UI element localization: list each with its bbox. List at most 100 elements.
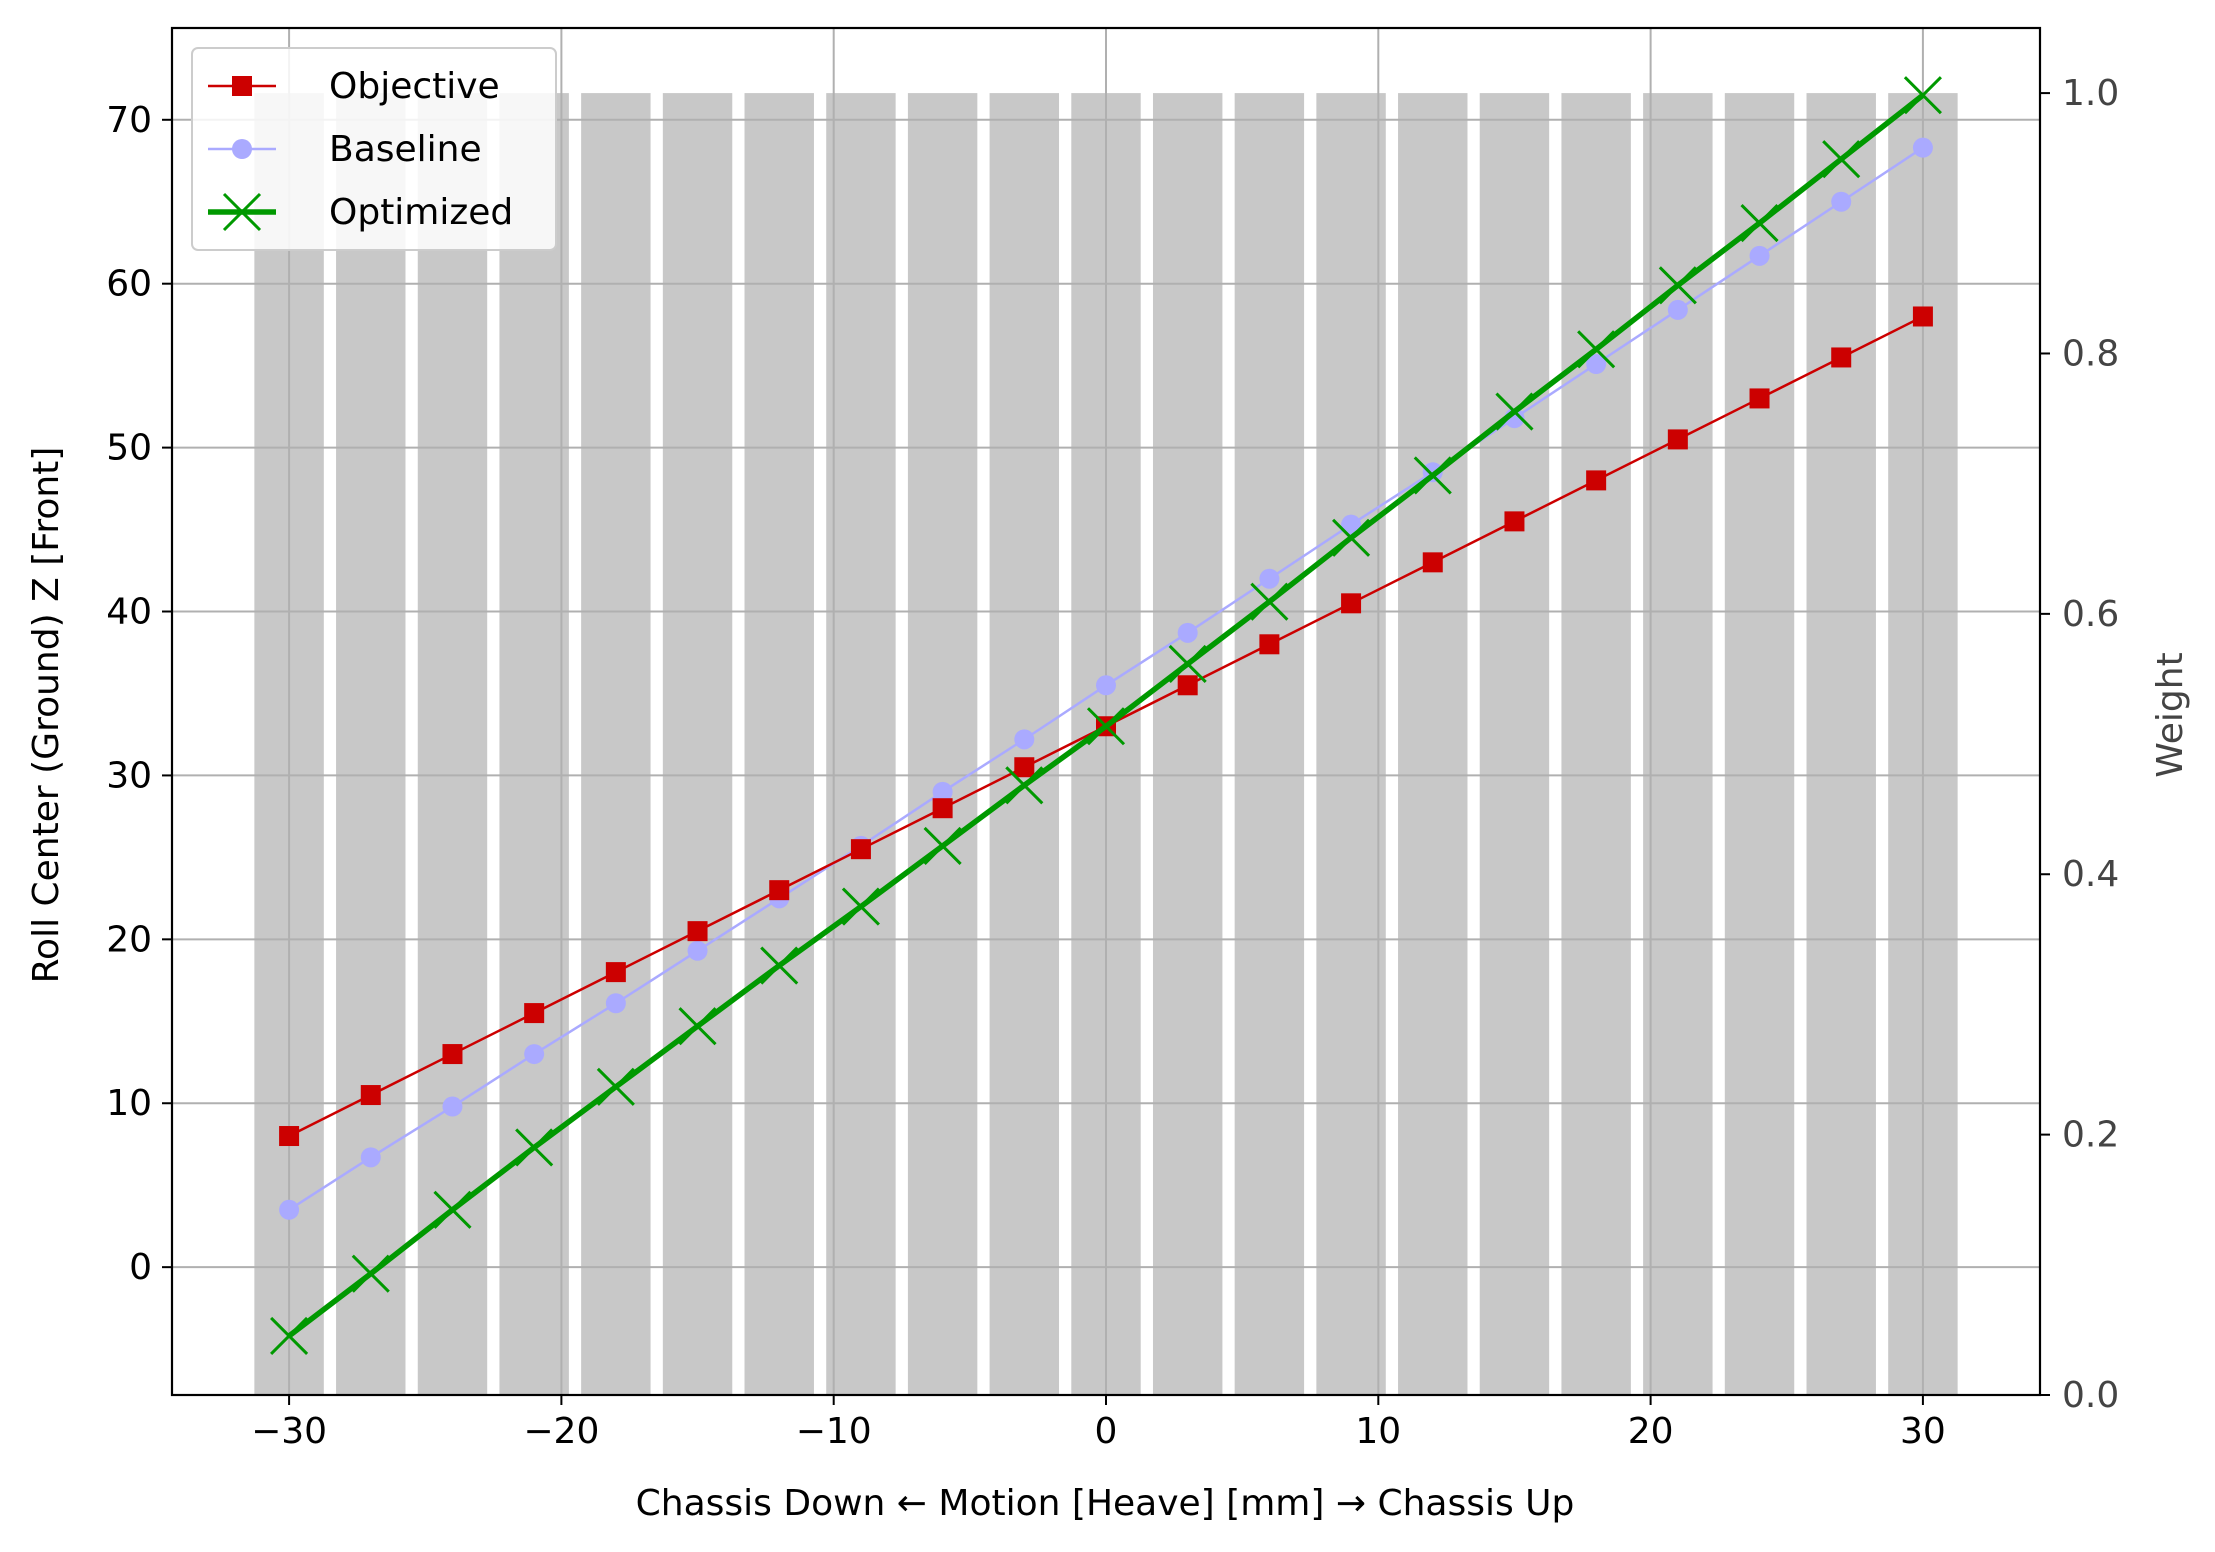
y-axis-right-label: Weight bbox=[2150, 652, 2191, 777]
data-point bbox=[932, 781, 953, 802]
y-axis: 0 10 20 30 40 50 60 70 bbox=[106, 100, 172, 1288]
y-right-tick-label: 1.0 bbox=[2062, 73, 2119, 114]
data-point bbox=[678, 1007, 717, 1046]
series-objective bbox=[279, 306, 1933, 1147]
legend-item: Baseline bbox=[208, 129, 482, 170]
data-point bbox=[1831, 347, 1852, 368]
legend-marker bbox=[222, 192, 262, 232]
x-tick-label: 10 bbox=[1355, 1411, 1401, 1452]
legend-marker bbox=[232, 76, 252, 96]
weight-bar bbox=[1806, 93, 1876, 1396]
data-point bbox=[932, 798, 953, 819]
y-axis-right: 0.0 0.2 0.4 0.6 0.8 1.0 bbox=[2040, 73, 2119, 1416]
weight-bar bbox=[1234, 93, 1305, 1396]
data-point bbox=[687, 921, 708, 942]
data-point bbox=[687, 940, 708, 961]
y-tick-label: 40 bbox=[106, 592, 152, 633]
data-point bbox=[596, 1067, 635, 1106]
y-tick-label: 70 bbox=[106, 100, 152, 141]
weight-bar bbox=[1398, 93, 1468, 1396]
legend-label: Baseline bbox=[329, 129, 482, 170]
x-tick-label: 20 bbox=[1628, 1411, 1674, 1452]
weight-bar bbox=[581, 93, 651, 1396]
data-point bbox=[1903, 76, 1942, 115]
weight-bar bbox=[336, 93, 406, 1396]
data-point bbox=[1005, 766, 1044, 805]
data-point bbox=[433, 1190, 472, 1229]
data-point bbox=[1577, 330, 1616, 369]
weight-bar bbox=[907, 93, 978, 1396]
weight-bar bbox=[1152, 93, 1223, 1396]
y-right-tick-label: 0.8 bbox=[2062, 333, 2119, 374]
x-tick-label: −30 bbox=[251, 1411, 327, 1452]
data-point bbox=[442, 1044, 463, 1065]
x-tick-label: −20 bbox=[523, 1411, 599, 1452]
y-right-tick-label: 0.0 bbox=[2062, 1375, 2119, 1416]
data-point bbox=[1749, 245, 1770, 266]
weight-bar bbox=[1316, 93, 1386, 1396]
x-tick-label: −10 bbox=[796, 1411, 872, 1452]
data-point bbox=[360, 1085, 381, 1106]
y-tick-label: 0 bbox=[129, 1247, 152, 1288]
weight-bars bbox=[254, 93, 1958, 1396]
data-point bbox=[1341, 593, 1362, 614]
data-point bbox=[1422, 552, 1443, 573]
data-point bbox=[524, 1044, 545, 1065]
data-point bbox=[1168, 644, 1207, 684]
data-point bbox=[1177, 675, 1198, 696]
y-right-tick-label: 0.4 bbox=[2062, 854, 2119, 895]
data-point bbox=[515, 1128, 554, 1167]
y-right-tick-label: 0.6 bbox=[2062, 594, 2119, 635]
y-tick-label: 50 bbox=[106, 428, 152, 469]
y-right-tick-label: 0.2 bbox=[2062, 1115, 2119, 1156]
data-point bbox=[351, 1254, 390, 1293]
data-point bbox=[524, 1003, 545, 1024]
data-point bbox=[1177, 622, 1198, 643]
data-point bbox=[1086, 707, 1126, 746]
data-point bbox=[279, 1126, 300, 1147]
y-tick-label: 10 bbox=[106, 1083, 152, 1124]
data-point bbox=[1332, 518, 1371, 557]
data-point bbox=[1259, 568, 1280, 589]
y-axis-label: Roll Center (Ground) Z [Front] bbox=[26, 447, 67, 984]
data-point bbox=[1740, 203, 1779, 243]
series-layer bbox=[270, 76, 1942, 1356]
data-point bbox=[1250, 582, 1289, 621]
data-point bbox=[279, 1199, 300, 1220]
data-point bbox=[1667, 429, 1688, 450]
x-tick-label: 0 bbox=[1095, 1411, 1118, 1452]
legend-box bbox=[191, 47, 557, 251]
data-point bbox=[923, 826, 962, 865]
data-point bbox=[270, 1316, 309, 1356]
grid bbox=[172, 28, 2040, 1395]
data-point bbox=[1586, 470, 1607, 491]
data-point bbox=[1014, 729, 1035, 750]
data-point bbox=[850, 839, 871, 860]
data-point bbox=[605, 993, 626, 1014]
weight-bar bbox=[1479, 93, 1550, 1396]
legend: Objective Baseline Optimized bbox=[191, 47, 557, 251]
weight-bar bbox=[662, 93, 733, 1396]
data-point bbox=[1096, 675, 1116, 696]
legend-item: Optimized bbox=[208, 192, 513, 233]
data-point bbox=[605, 962, 626, 983]
weight-bar bbox=[417, 93, 488, 1396]
data-point bbox=[1586, 354, 1607, 375]
y-tick-label: 60 bbox=[106, 264, 152, 305]
data-point bbox=[841, 887, 880, 926]
legend-label: Objective bbox=[329, 66, 500, 107]
data-point bbox=[1413, 456, 1452, 495]
weight-bar bbox=[744, 93, 814, 1396]
data-point bbox=[1341, 514, 1362, 535]
data-point bbox=[760, 946, 799, 985]
legend-item: Objective bbox=[208, 66, 500, 107]
weight-bar bbox=[499, 93, 569, 1396]
legend-marker bbox=[232, 139, 252, 159]
x-axis-label: Chassis Down ← Motion [Heave] [mm] → Cha… bbox=[636, 1483, 1575, 1524]
data-point bbox=[1831, 191, 1852, 212]
series-optimized bbox=[270, 76, 1942, 1356]
x-axis: −30 −20 −10 0 10 20 30 bbox=[251, 1395, 1946, 1452]
data-point bbox=[1014, 757, 1035, 778]
data-point bbox=[1495, 392, 1534, 431]
